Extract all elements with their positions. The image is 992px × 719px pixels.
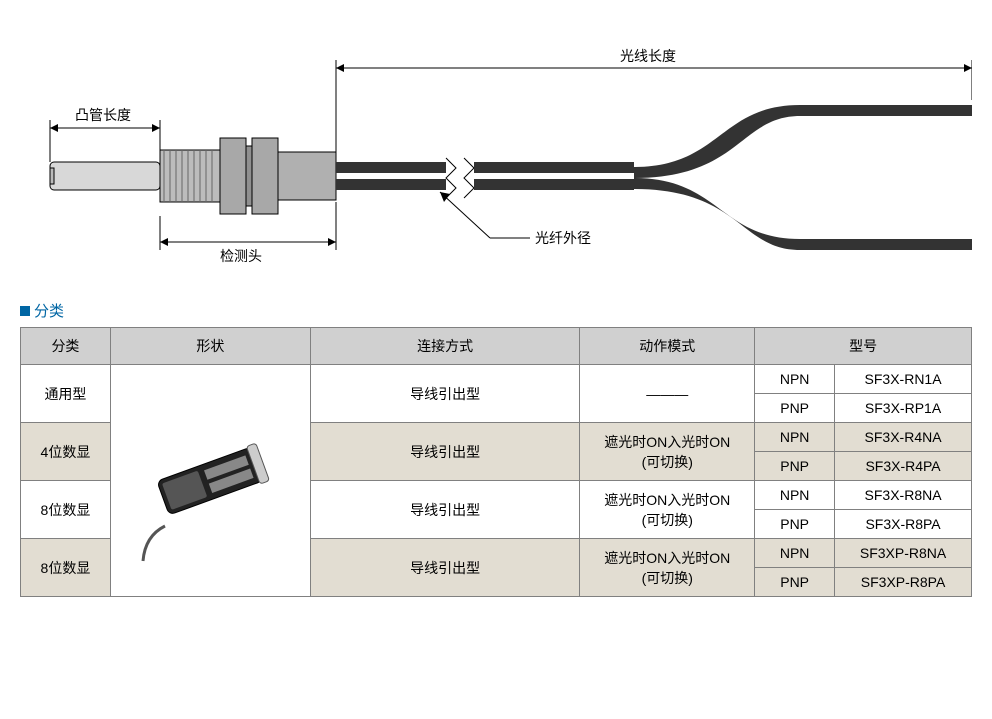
th-connection: 连接方式: [310, 328, 580, 365]
cell-connection: 导线引出型: [310, 539, 580, 597]
cell-model: SF3X-R4NA: [835, 423, 972, 452]
bullet-icon: [20, 306, 30, 316]
label-fiber-od: 光纤外径: [535, 228, 591, 248]
cell-output: NPN: [755, 481, 835, 510]
cell-connection: 导线引出型: [310, 423, 580, 481]
diagram-svg: [20, 20, 972, 280]
cell-output: PNP: [755, 452, 835, 481]
cell-output: PNP: [755, 568, 835, 597]
cell-category: 8位数显: [21, 481, 111, 539]
cell-output: NPN: [755, 423, 835, 452]
classification-table: 分类 形状 连接方式 动作模式 型号 通用型 导线引出型 ——— NPN SF: [20, 327, 972, 597]
cell-output: NPN: [755, 365, 835, 394]
cell-shape-image: [110, 365, 310, 597]
mode-line2: (可切换): [642, 570, 693, 586]
cell-category: 通用型: [21, 365, 111, 423]
cell-output: PNP: [755, 510, 835, 539]
mode-line2: (可切换): [642, 512, 693, 528]
cell-model: SF3XP-R8PA: [835, 568, 972, 597]
section-title-text: 分类: [34, 303, 64, 320]
cell-model: SF3X-R8PA: [835, 510, 972, 539]
cell-category: 8位数显: [21, 539, 111, 597]
mode-line1: 遮光时ON入光时ON: [604, 550, 730, 566]
cell-output: NPN: [755, 539, 835, 568]
section-title: 分类: [20, 300, 972, 321]
cell-model: SF3X-R4PA: [835, 452, 972, 481]
cell-connection: 导线引出型: [310, 481, 580, 539]
sensor-diagram: 凸管长度 检测头 光纤外径 光线长度: [20, 20, 972, 280]
cell-model: SF3X-RP1A: [835, 394, 972, 423]
th-mode: 动作模式: [580, 328, 755, 365]
cell-mode: ———: [580, 365, 755, 423]
mode-line2: (可切换): [642, 454, 693, 470]
mode-line1: 遮光时ON入光时ON: [604, 492, 730, 508]
cell-connection: 导线引出型: [310, 365, 580, 423]
cell-output: PNP: [755, 394, 835, 423]
label-tube-length: 凸管长度: [75, 105, 131, 125]
cell-mode: 遮光时ON入光时ON (可切换): [580, 481, 755, 539]
amplifier-icon: [125, 386, 295, 576]
label-detector-head: 检测头: [220, 246, 262, 266]
cell-mode: 遮光时ON入光时ON (可切换): [580, 423, 755, 481]
cell-model: SF3X-R8NA: [835, 481, 972, 510]
mode-line1: 遮光时ON入光时ON: [604, 434, 730, 450]
label-beam-length: 光线长度: [620, 46, 676, 66]
table-row: 通用型 导线引出型 ——— NPN SF3X-RN1A: [21, 365, 972, 394]
th-model: 型号: [755, 328, 972, 365]
cell-mode: 遮光时ON入光时ON (可切换): [580, 539, 755, 597]
th-category: 分类: [21, 328, 111, 365]
cell-model: SF3XP-R8NA: [835, 539, 972, 568]
cell-category: 4位数显: [21, 423, 111, 481]
th-shape: 形状: [110, 328, 310, 365]
cell-model: SF3X-RN1A: [835, 365, 972, 394]
table-header-row: 分类 形状 连接方式 动作模式 型号: [21, 328, 972, 365]
